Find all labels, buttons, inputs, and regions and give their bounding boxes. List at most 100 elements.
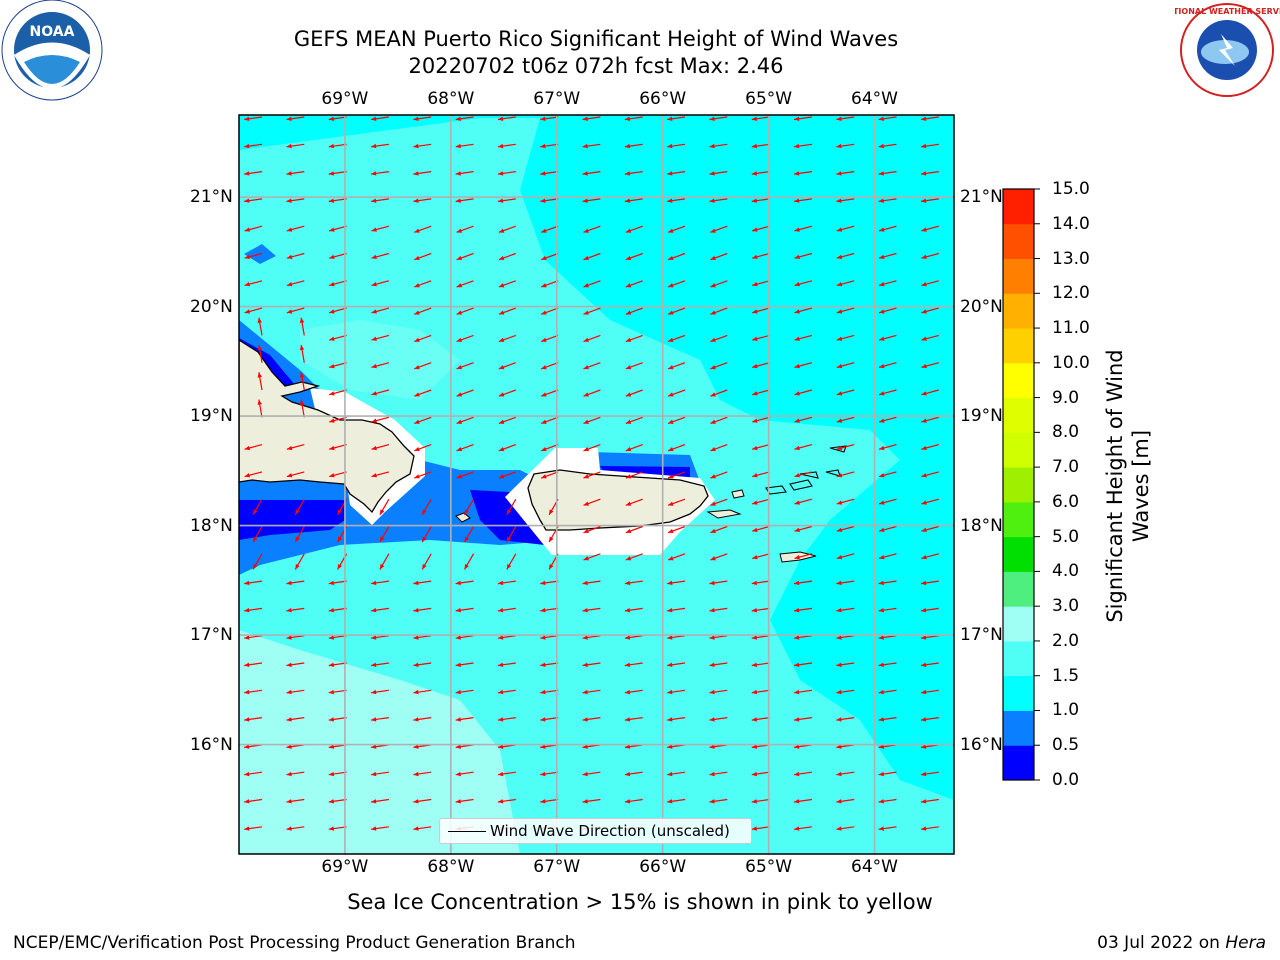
wind-arrow <box>286 116 305 121</box>
wind-arrow <box>836 717 855 722</box>
wind-arrow <box>794 362 813 369</box>
wave-field-0-0-mona <box>470 490 545 545</box>
wind-arrow <box>582 689 601 695</box>
wind-arrow <box>583 444 601 452</box>
wind-arrow <box>793 143 812 149</box>
wind-arrow <box>244 225 263 232</box>
wind-arrow <box>328 198 347 203</box>
lat-tick-label: 20°N <box>190 296 233 317</box>
wind-arrow <box>667 362 686 370</box>
wind-arrow <box>624 116 643 121</box>
wind-arrow <box>455 607 474 613</box>
wind-arrow <box>506 526 517 543</box>
wind-arrow <box>370 798 389 804</box>
wind-arrow <box>751 771 770 777</box>
wind-arrow <box>294 553 305 570</box>
wind-arrow <box>286 143 305 149</box>
wind-arrow <box>371 334 390 341</box>
wind-arrow <box>667 416 686 425</box>
wind-arrow <box>455 771 474 777</box>
wind-arrow <box>793 171 812 176</box>
wind-arrow <box>709 171 728 176</box>
wind-arrow <box>794 252 813 259</box>
wind-arrow <box>921 362 939 369</box>
wind-arrow <box>582 580 601 586</box>
wind-arrow <box>540 689 559 695</box>
wind-arrow <box>456 280 474 288</box>
wind-arrow <box>421 526 432 543</box>
wind-arrow <box>371 307 390 314</box>
wind-arrow <box>794 525 813 532</box>
land-virgin-islands <box>765 445 847 495</box>
wind-arrow <box>371 225 390 232</box>
wind-arrow <box>710 225 728 233</box>
wind-arrow <box>370 171 389 176</box>
wind-arrow <box>497 580 516 586</box>
wind-arrow <box>540 116 559 121</box>
wind-arrow <box>752 334 770 341</box>
wind-arrow <box>370 662 389 667</box>
wind-arrow <box>794 280 813 287</box>
wind-arrow <box>752 362 770 369</box>
wind-arrow <box>836 689 855 695</box>
wind-arrow <box>793 116 812 121</box>
wind-arrow <box>421 553 432 570</box>
wind-arrow <box>294 498 305 516</box>
gridlines <box>239 115 954 854</box>
noaa-logo-icon: NOAA <box>1 0 103 101</box>
wind-arrow <box>836 307 855 314</box>
lat-tick-label: 20°N <box>960 296 1003 317</box>
wind-arrow <box>286 826 305 831</box>
wind-arrow <box>752 307 770 314</box>
wind-arrow <box>583 362 601 370</box>
wind-arrow <box>625 252 643 261</box>
wind-arrow <box>625 553 643 561</box>
wind-arrow <box>329 389 347 396</box>
wind-arrow <box>497 689 516 695</box>
wind-arrow <box>752 416 770 423</box>
wind-arrow <box>793 798 812 804</box>
wind-arrow <box>836 116 855 121</box>
wind-arrow <box>286 307 305 314</box>
wind-arrow <box>921 252 939 259</box>
wind-arrow <box>920 826 939 831</box>
colorbar-segment <box>1003 362 1034 399</box>
wind-arrow <box>752 498 770 505</box>
wind-arrow <box>286 198 305 203</box>
map-plot-area <box>239 115 954 854</box>
wind-arrow <box>497 116 516 121</box>
wind-arrow <box>624 143 643 149</box>
noaa-logo-text: NOAA <box>30 24 75 40</box>
wind-arrow <box>286 580 305 586</box>
wind-arrow <box>498 280 517 288</box>
colorbar-tick-label: 0.5 <box>1052 735 1080 756</box>
wind-arrow <box>752 525 770 532</box>
wind-arrow <box>455 798 474 804</box>
wind-arrow <box>920 116 939 121</box>
wind-arrow <box>667 116 686 121</box>
lon-tick-label: 66°W <box>639 857 687 877</box>
wind-arrow <box>370 143 389 149</box>
wind-arrow <box>878 116 897 121</box>
wind-arrow <box>456 471 474 479</box>
wind-arrow <box>793 771 812 777</box>
colorbar-tick-label: 3.0 <box>1052 596 1080 617</box>
wind-arrow <box>244 198 263 203</box>
wind-arrow <box>370 116 389 121</box>
colorbar-tick-label: 9.0 <box>1052 387 1080 408</box>
colorbar-frame <box>1002 188 1035 781</box>
wind-arrow <box>625 471 643 479</box>
wind-arrow <box>328 717 347 722</box>
wind-arrow <box>624 580 643 586</box>
wind-arrow <box>836 416 855 423</box>
footer-date-text: 03 Jul 2022 on <box>1097 933 1226 953</box>
wind-arrow <box>836 389 855 396</box>
wind-arrow <box>583 225 601 233</box>
wind-arrow <box>751 798 770 804</box>
wind-arrow <box>455 198 474 203</box>
wind-arrow <box>413 662 432 667</box>
wind-arrow <box>455 717 474 722</box>
wind-arrow <box>920 635 939 640</box>
wind-arrow <box>329 307 347 314</box>
wind-arrow <box>920 580 939 586</box>
